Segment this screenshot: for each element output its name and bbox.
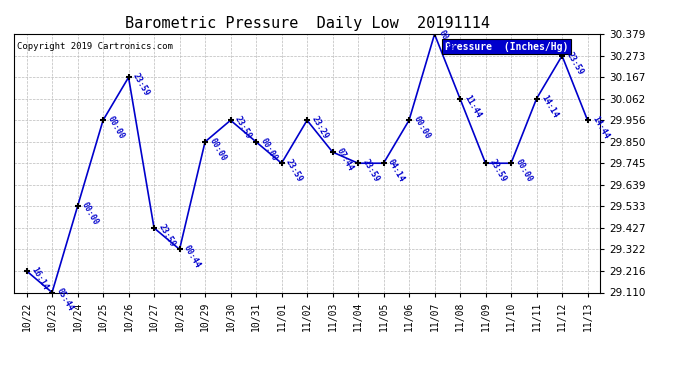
- Text: 14:44: 14:44: [590, 115, 611, 141]
- Text: 00:00: 00:00: [412, 115, 432, 141]
- Text: 04:14: 04:14: [386, 158, 406, 184]
- Text: 05:44: 05:44: [55, 287, 75, 313]
- Text: 00:00: 00:00: [259, 136, 279, 162]
- Text: 23:29: 23:29: [310, 115, 330, 141]
- Text: 23:59: 23:59: [284, 158, 304, 184]
- Text: Copyright 2019 Cartronics.com: Copyright 2019 Cartronics.com: [17, 42, 172, 51]
- Text: 23:59: 23:59: [131, 72, 151, 98]
- Text: 00:00: 00:00: [106, 115, 126, 141]
- Text: 00:00: 00:00: [208, 136, 228, 162]
- Text: 16:14: 16:14: [29, 266, 50, 291]
- Title: Barometric Pressure  Daily Low  20191114: Barometric Pressure Daily Low 20191114: [125, 16, 489, 31]
- Text: 00:00: 00:00: [437, 28, 457, 55]
- Text: 23:59: 23:59: [564, 50, 585, 76]
- Text: 00:44: 00:44: [182, 244, 202, 270]
- Text: 23:59: 23:59: [488, 158, 509, 184]
- Text: 11:44: 11:44: [462, 93, 483, 119]
- Text: Pressure  (Inches/Hg): Pressure (Inches/Hg): [445, 42, 569, 51]
- Text: 00:00: 00:00: [513, 158, 534, 184]
- Text: 00:00: 00:00: [80, 201, 100, 227]
- Text: 23:59: 23:59: [361, 158, 381, 184]
- Text: 07:44: 07:44: [335, 147, 355, 172]
- Text: 23:59: 23:59: [233, 115, 253, 141]
- Text: 23:59: 23:59: [157, 222, 177, 249]
- Text: 14:14: 14:14: [539, 93, 560, 119]
